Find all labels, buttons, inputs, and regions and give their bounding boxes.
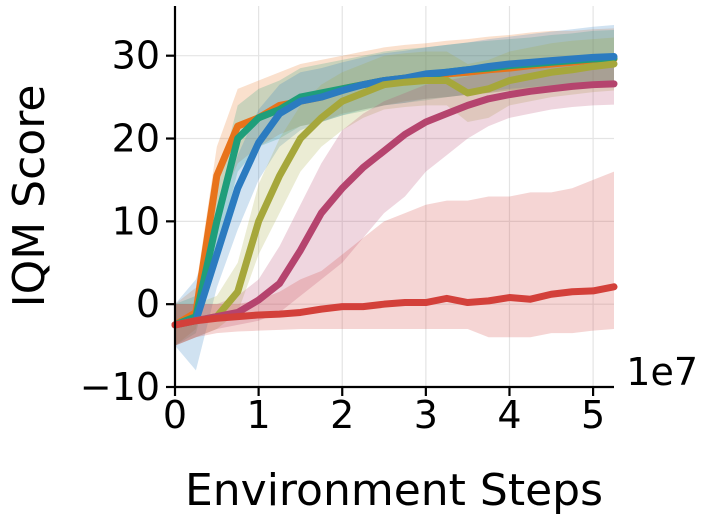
x-tick-label-1: 1 — [247, 393, 271, 437]
series-5-line — [171, 283, 618, 329]
series-3-line — [171, 60, 618, 329]
y-tick-label-2: 10 — [112, 199, 160, 243]
x-tick-label-5: 5 — [581, 393, 605, 437]
y-tick-label-3: 20 — [112, 117, 160, 161]
series-2-line — [171, 53, 618, 329]
x-tick-label-3: 3 — [414, 393, 438, 437]
series-5-band — [175, 171, 614, 346]
x-tick-label-4: 4 — [497, 393, 521, 437]
x-tick-label-2: 2 — [330, 393, 354, 437]
y-tick-label-4: 30 — [112, 34, 160, 78]
series-lines — [171, 53, 618, 329]
axes — [173, 6, 614, 389]
x-axis-label: Environment Steps — [185, 465, 603, 516]
y-axis-label: IQM Score — [4, 85, 55, 308]
x-scale-label: 1e7 — [626, 350, 698, 394]
x-tick-label-0: 0 — [163, 393, 187, 437]
y-tick-label-1: 0 — [136, 282, 160, 326]
y-tick-label-0: −10 — [80, 365, 160, 409]
series-4-line — [171, 80, 618, 329]
